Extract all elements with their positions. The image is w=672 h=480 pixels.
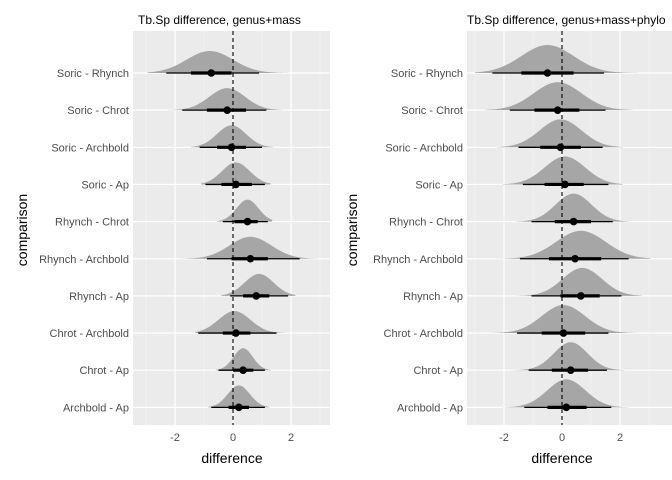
left-x-tick-label: 2 [288, 432, 294, 444]
right-x-tick-label: 0 [559, 432, 565, 444]
left-panel-title: Tb.Sp difference, genus+mass [138, 13, 301, 27]
right-median-chrot-archbold [559, 329, 568, 337]
left-median-rhynch-chrot [243, 217, 252, 226]
right-density-soric-archbold [496, 119, 623, 148]
right-y-tick-label: Soric - Ap [415, 179, 463, 191]
left-y-tick-label: Soric - Archbold [51, 142, 129, 154]
left-density-rhynch-chrot [217, 199, 273, 222]
right-y-tick-labels: Soric - Rhynch Soric - Chrot Soric - Archb… [373, 68, 463, 414]
right-y-tick-label: Rhynch - Chrot [389, 217, 463, 229]
right-density-soric-rhynch [475, 45, 638, 73]
right-y-tick-label: Soric - Rhynch [391, 68, 463, 80]
left-x-axis-title: difference [201, 450, 262, 466]
left-density-soric-ap [201, 162, 271, 185]
left-density-soric-chrot [167, 88, 283, 111]
left-median-rhynch-ap [252, 292, 260, 300]
left-density-chrot-archbold [195, 311, 286, 334]
right-y-tick-label: Soric - Archbold [385, 142, 463, 154]
right-y-tick-label: Rhynch - Archbold [373, 254, 463, 266]
left-density-archbold-ap [208, 385, 270, 408]
right-y-tick-label: Soric - Chrot [401, 105, 463, 117]
left-y-tick-label: Soric - Chrot [67, 105, 129, 117]
left-median-rhynch-archbold [246, 254, 255, 263]
right-x-tick-label: 2 [617, 432, 623, 444]
right-y-axis-title: comparison [344, 194, 360, 266]
left-median-soric-rhynch [207, 69, 216, 77]
left-y-tick-label: Chrot - Ap [79, 365, 129, 377]
right-y-tick-label: Chrot - Ap [413, 365, 463, 377]
left-panel: Tb.Sp difference, genus+mass Soric - Rhy… [14, 13, 330, 466]
right-density-rhynch-chrot [515, 193, 629, 222]
left-x-tick-label: 0 [230, 432, 236, 444]
left-median-chrot-ap [239, 366, 247, 375]
left-y-tick-label: Soric - Rhynch [57, 68, 129, 80]
left-median-soric-ap [232, 180, 240, 189]
left-x-tick-labels: -2 0 2 [170, 432, 294, 444]
left-densities [147, 51, 319, 412]
left-y-axis-title: comparison [14, 194, 30, 266]
left-y-tick-label: Chrot - Archbold [50, 328, 129, 340]
left-y-tick-label: Rhynch - Chrot [55, 217, 129, 229]
left-median-soric-archbold [227, 143, 236, 152]
right-median-soric-ap [561, 180, 569, 189]
right-panel-title: Tb.Sp difference, genus+mass+phylo [467, 13, 666, 27]
right-y-tick-label: Archbold - Ap [397, 402, 463, 414]
right-density-soric-ap [502, 156, 623, 185]
right-median-soric-rhynch [543, 69, 552, 77]
right-y-tick-label: Chrot - Archbold [384, 328, 463, 340]
right-panel: Tb.Sp difference, genus+mass+phylo Soric… [344, 13, 672, 466]
right-median-rhynch-archbold [571, 254, 579, 263]
left-density-chrot-ap [215, 348, 271, 371]
right-density-archbold-ap [502, 379, 629, 408]
left-y-tick-label: Archbold - Ap [63, 402, 129, 414]
left-median-chrot-archbold [232, 329, 240, 337]
right-x-tick-label: -2 [499, 432, 509, 444]
right-x-axis-title: difference [531, 450, 592, 466]
left-density-soric-archbold [190, 125, 274, 148]
right-density-rhynch-ap [502, 267, 642, 296]
right-density-chrot-ap [512, 342, 625, 371]
right-density-rhynch-archbold [476, 230, 651, 259]
left-x-tick-label: -2 [170, 432, 180, 444]
right-densities [475, 45, 651, 412]
left-median-archbold-ap [235, 403, 243, 412]
right-median-rhynch-chrot [569, 217, 578, 226]
left-density-soric-rhynch [147, 51, 289, 73]
right-x-tick-labels: -2 0 2 [499, 432, 623, 444]
right-density-chrot-archbold [490, 305, 638, 334]
right-median-archbold-ap [562, 403, 571, 412]
right-median-soric-chrot [553, 106, 562, 114]
right-median-chrot-ap [566, 366, 575, 375]
left-y-tick-label: Rhynch - Ap [69, 291, 129, 303]
right-median-rhynch-ap [577, 292, 585, 300]
right-density-soric-chrot [485, 82, 634, 111]
right-median-soric-archbold [556, 143, 565, 152]
left-density-rhynch-ap [221, 273, 296, 296]
left-y-tick-label: Soric - Ap [81, 179, 129, 191]
left-density-rhynch-archbold [180, 236, 319, 259]
left-median-soric-chrot [223, 106, 231, 114]
left-y-tick-label: Rhynch - Archbold [39, 254, 129, 266]
right-y-tick-label: Rhynch - Ap [403, 291, 463, 303]
left-y-tick-labels: Soric - Rhynch Soric - Chrot Soric - Archb… [39, 68, 129, 414]
